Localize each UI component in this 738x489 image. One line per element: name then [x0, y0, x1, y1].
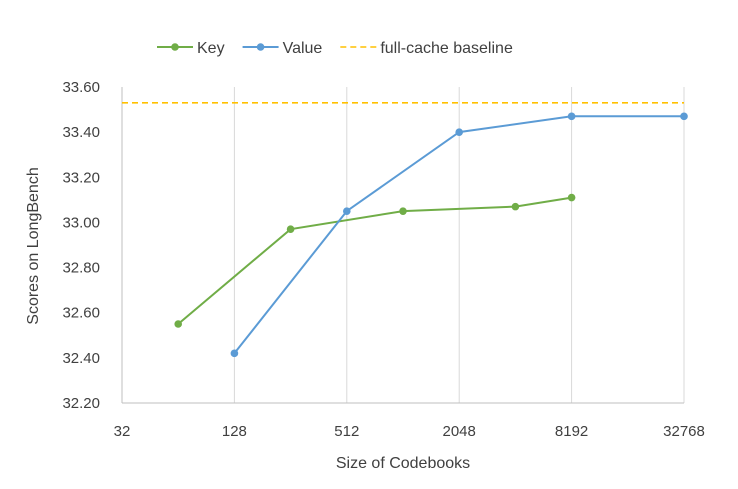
- data-point: [567, 112, 576, 121]
- data-point: [399, 207, 407, 215]
- x-tick-label: 32768: [663, 423, 705, 440]
- x-tick-label: 512: [334, 423, 359, 440]
- data-point: [174, 320, 182, 328]
- y-tick-label: 32.60: [62, 305, 100, 322]
- grid-lines: [121, 87, 685, 403]
- y-tick-label: 33.00: [62, 214, 100, 231]
- legend-item-full-cache-baseline: full-cache baseline: [340, 40, 513, 57]
- legend-label: Value: [283, 40, 323, 57]
- x-tick-label: 128: [222, 423, 247, 440]
- data-point: [567, 193, 576, 202]
- legend-label: full-cache baseline: [380, 40, 513, 57]
- legend-item-value: Value: [242, 40, 323, 57]
- y-tick-label: 32.80: [62, 260, 100, 277]
- x-tick-label: 2048: [443, 423, 476, 440]
- axes: 32 128 512 2048 8192 32768 32.20 32.40 32.60 32.8…: [62, 79, 704, 440]
- y-tick-label: 32.20: [62, 395, 100, 412]
- series-line: [177, 196, 572, 325]
- legend-marker: [171, 43, 179, 51]
- series-key: [174, 193, 576, 328]
- y-axis-title: Scores on LongBench: [25, 167, 42, 324]
- data-point: [343, 207, 351, 215]
- data-point: [286, 225, 295, 233]
- x-tick-label: 8192: [555, 423, 588, 440]
- legend-item-key: Key: [157, 40, 225, 57]
- series-value: [230, 112, 688, 358]
- y-tick-label: 33.20: [62, 169, 100, 186]
- data-point: [230, 349, 239, 358]
- x-tick-label: 32: [114, 423, 131, 440]
- legend-marker: [256, 43, 265, 51]
- data-point: [680, 112, 688, 121]
- legend: Key Value full-cache baseline: [157, 40, 513, 57]
- series: [122, 102, 688, 358]
- data-point: [511, 202, 520, 211]
- y-tick-label: 33.40: [62, 124, 100, 141]
- y-tick-label: 33.60: [62, 79, 100, 96]
- y-tick-label: 32.40: [62, 350, 100, 367]
- data-point: [455, 128, 464, 136]
- x-axis-title: Size of Codebooks: [336, 455, 470, 472]
- legend-label: Key: [197, 40, 225, 57]
